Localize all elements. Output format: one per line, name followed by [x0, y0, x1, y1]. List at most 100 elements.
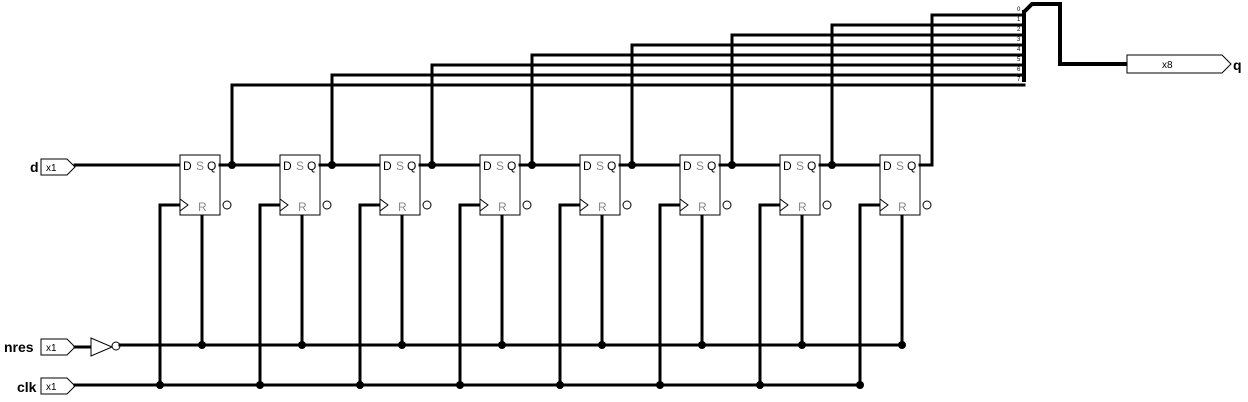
pin-d-label: D	[183, 159, 192, 173]
flipflop-body	[179, 154, 221, 216]
qbar-bubble	[822, 200, 832, 210]
bus-bit-label: 5	[1017, 57, 1021, 63]
qbar-bubble	[222, 200, 232, 210]
clock-branch-wire	[258, 203, 282, 387]
q-junction	[228, 161, 236, 169]
pin-q-label: Q	[807, 159, 816, 173]
pin-q-label: Q	[907, 159, 916, 173]
pin-r-label: R	[898, 200, 907, 214]
pin-r-label: R	[298, 200, 307, 214]
qbar-bubble	[522, 200, 532, 210]
flipflop-4[interactable]: D S QR	[556, 43, 1026, 389]
bus-bit-label: 0	[1017, 7, 1021, 13]
output-q-shape	[1126, 54, 1232, 74]
bus-tap-wire-7	[930, 13, 1026, 167]
pin-r-label: R	[498, 200, 507, 214]
pin-q-label: Q	[507, 159, 516, 173]
bus-bit-label: 3	[1017, 37, 1021, 43]
flipflop-7[interactable]: D S Q R	[856, 13, 1026, 389]
clock-branch-wire	[758, 203, 782, 387]
clock-pin-marker	[679, 198, 689, 212]
bus-bit-label: 7	[1017, 77, 1021, 83]
bus-tap-wire-2	[430, 63, 1026, 167]
bus-tap-wire-4	[630, 43, 1026, 167]
flipflop-body	[579, 154, 621, 216]
flipflop-3[interactable]: D S QR	[456, 53, 1026, 389]
flipflop-0[interactable]: D S QR	[156, 83, 1026, 389]
input-port-clk[interactable]: clk x1	[17, 377, 76, 395]
pin-r-label: R	[398, 200, 407, 214]
inverter-triangle	[90, 337, 114, 357]
bus-tap-wire-6	[830, 23, 1026, 167]
pin-s-label: S	[696, 159, 704, 173]
pin-s-label: S	[896, 159, 904, 173]
bus-tap-wire-3	[530, 53, 1026, 167]
clock-branch-wire	[858, 203, 882, 387]
pin-s-label: S	[296, 159, 304, 173]
flipflop-5[interactable]: D S QR	[656, 33, 1026, 389]
clock-junction	[756, 381, 764, 389]
input-port-nres[interactable]: nres x1	[4, 338, 76, 356]
bus-tap-wire-5	[730, 33, 1026, 167]
input-d-width: x1	[46, 163, 57, 174]
clock-junction	[256, 381, 264, 389]
pin-q-label: Q	[207, 159, 216, 173]
qbar-bubble	[722, 200, 732, 210]
pin-r-label: R	[698, 200, 707, 214]
qbar-bubble	[922, 200, 932, 210]
clock-branch-wire	[358, 203, 382, 387]
flipflop-body	[779, 154, 821, 216]
reset-junction	[498, 341, 506, 349]
q-junction	[328, 161, 336, 169]
input-nres-label: nres	[4, 339, 34, 355]
flipflop-body	[379, 154, 421, 216]
bus-bit-label: 1	[1017, 17, 1021, 23]
clock-pin-marker	[379, 198, 389, 212]
reset-junction	[298, 341, 306, 349]
pin-s-label: S	[196, 159, 204, 173]
pin-d-label: D	[783, 159, 792, 173]
pin-d-label: D	[683, 159, 692, 173]
flipflop-6[interactable]: D S QR	[756, 23, 1026, 389]
reset-junction	[698, 341, 706, 349]
qbar-bubble	[322, 200, 332, 210]
q-junction	[528, 161, 536, 169]
flipflop-2[interactable]: D S QR	[356, 63, 1026, 389]
clock-branch-wire	[558, 203, 582, 387]
q-junction	[828, 161, 836, 169]
flipflop-body	[479, 154, 521, 216]
bus-slicer: 0 1 2 3 4 5 6 7	[1017, 7, 1026, 83]
pin-d-label: D	[883, 159, 892, 173]
pin-d-label: D	[583, 159, 592, 173]
q-junction	[428, 161, 436, 169]
output-q-width: x8	[1162, 60, 1173, 71]
input-clk-shape	[40, 377, 76, 395]
flipflop-1[interactable]: D S QR	[256, 73, 1026, 389]
reset-junction	[198, 341, 206, 349]
input-nres-shape	[40, 338, 76, 356]
flipflop-body	[679, 154, 721, 216]
pin-s-label: S	[396, 159, 404, 173]
clock-pin-marker	[779, 198, 789, 212]
clock-junction	[156, 381, 164, 389]
clock-pin-marker	[279, 198, 289, 212]
input-clk-label: clk	[17, 379, 37, 395]
clock-junction	[456, 381, 464, 389]
pin-q-label: Q	[707, 159, 716, 173]
clock-branch-wire	[458, 203, 482, 387]
pin-q-label: Q	[307, 159, 316, 173]
pin-s-label: S	[596, 159, 604, 173]
input-nres-width: x1	[46, 343, 57, 354]
clock-junction	[556, 381, 564, 389]
clock-pin-marker	[179, 198, 189, 212]
inverter-gate	[73, 337, 121, 357]
reset-junction	[598, 341, 606, 349]
clock-junction	[356, 381, 364, 389]
input-port-d[interactable]: d x1	[30, 158, 76, 176]
pin-d-label: D	[483, 159, 492, 173]
qbar-bubble	[622, 200, 632, 210]
pin-q-label: Q	[407, 159, 416, 173]
output-port-q[interactable]: x8 q	[1126, 54, 1242, 74]
flipflop-stages: D S QRD S QRD S QRD S QRD S QRD S QRD S QRD S QR	[156, 13, 1026, 389]
